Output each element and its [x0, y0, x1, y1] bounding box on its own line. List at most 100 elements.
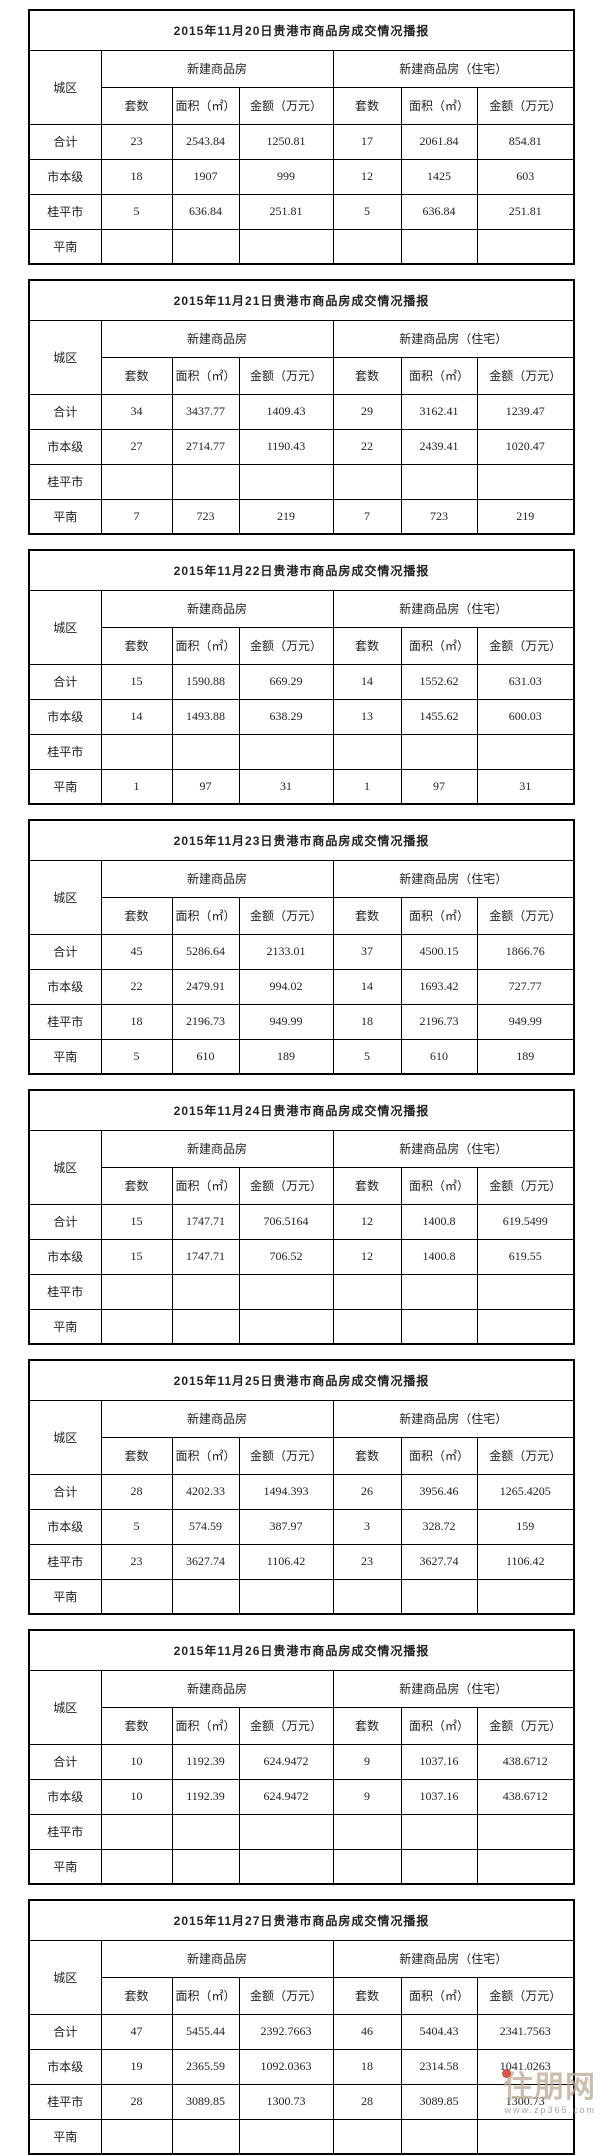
table-cell: 97: [400, 768, 478, 805]
column-header-units: 套数: [332, 1166, 402, 1205]
table-cell: 251.81: [476, 193, 575, 230]
district-label: 市本级: [28, 1508, 102, 1545]
table-cell: [476, 2118, 575, 2155]
table-cell: [400, 1813, 478, 1850]
column-header-amount: 金额（万元）: [476, 1706, 575, 1745]
table-cell: 1192.39: [171, 1778, 240, 1815]
table-cell: 1: [332, 768, 402, 805]
column-header-amount: 金额（万元）: [238, 626, 334, 665]
column-header-amount: 金额（万元）: [476, 896, 575, 935]
table-cell: 1092.0363: [238, 2048, 334, 2085]
table-cell: 189: [238, 1038, 334, 1075]
table-cell: [238, 733, 334, 770]
table-row: 市本级 5 574.59 387.97 3 328.72 159: [28, 1508, 575, 1545]
table-cell: 1552.62: [400, 663, 478, 700]
table-cell: 3162.41: [400, 393, 478, 430]
table-cell: 603: [476, 158, 575, 195]
district-label: 市本级: [28, 2048, 102, 2085]
table-cell: [332, 1813, 402, 1850]
table-cell: 23: [100, 1543, 173, 1580]
table-cell: 1106.42: [476, 1543, 575, 1580]
table-cell: 1190.43: [238, 428, 334, 465]
column-header-units: 套数: [332, 1976, 402, 2015]
district-label: 合计: [28, 663, 102, 700]
column-header-amount: 金额（万元）: [238, 356, 334, 395]
district-label: 平南: [28, 228, 102, 265]
table-cell: [332, 228, 402, 265]
table-cell: [332, 1308, 402, 1345]
column-header-units: 套数: [100, 1436, 173, 1475]
table-cell: 636.84: [171, 193, 240, 230]
column-group-commercial: 新建商品房: [100, 49, 334, 88]
table-cell: [400, 733, 478, 770]
table-cell: 5: [100, 1038, 173, 1075]
column-header-units: 套数: [332, 356, 402, 395]
column-header-units: 套数: [100, 896, 173, 935]
table-cell: 12: [332, 1238, 402, 1275]
column-header-amount: 金额（万元）: [238, 896, 334, 935]
table-cell: 3627.74: [171, 1543, 240, 1580]
table-cell: 31: [238, 768, 334, 805]
table-cell: 1747.71: [171, 1203, 240, 1240]
column-group-commercial: 新建商品房: [100, 1669, 334, 1708]
table-cell: 706.52: [238, 1238, 334, 1275]
table-cell: 600.03: [476, 698, 575, 735]
table-cell: 2133.01: [238, 933, 334, 970]
table-cell: 1866.76: [476, 933, 575, 970]
table-cell: [400, 1848, 478, 1885]
district-label: 桂平市: [28, 1003, 102, 1040]
column-group-commercial: 新建商品房: [100, 1399, 334, 1438]
table-cell: 3089.85: [171, 2083, 240, 2120]
table-cell: 5: [332, 193, 402, 230]
column-header-amount: 金额（万元）: [238, 86, 334, 125]
table-cell: 1425: [400, 158, 478, 195]
table-cell: [171, 1813, 240, 1850]
table-cell: [171, 2118, 240, 2155]
table-title: 2015年11月24日贵港市商品房成交情况播报: [28, 1089, 575, 1131]
district-label: 合计: [28, 1473, 102, 1510]
district-label: 市本级: [28, 698, 102, 735]
table-row: 桂平市: [28, 1813, 575, 1850]
table-cell: [171, 228, 240, 265]
table-cell: [100, 2118, 173, 2155]
table-cell: [100, 1308, 173, 1345]
table-cell: 854.81: [476, 123, 575, 160]
table-row: 市本级 15 1747.71 706.52 12 1400.8 619.55: [28, 1238, 575, 1275]
table-cell: 669.29: [238, 663, 334, 700]
table-cell: [332, 1848, 402, 1885]
table-cell: 45: [100, 933, 173, 970]
table-row: 市本级 10 1192.39 624.9472 9 1037.16 438.67…: [28, 1778, 575, 1815]
table-row: 桂平市: [28, 733, 575, 770]
table-row: 平南: [28, 1578, 575, 1615]
column-group-residential: 新建商品房（住宅）: [332, 1939, 575, 1978]
column-header-amount: 金额（万元）: [238, 1166, 334, 1205]
table-cell: 29: [332, 393, 402, 430]
table-cell: 438.6712: [476, 1743, 575, 1780]
column-header-amount: 金额（万元）: [238, 1706, 334, 1745]
district-label: 合计: [28, 123, 102, 160]
column-header-area: 面积（㎡）: [171, 1166, 240, 1205]
column-group-commercial: 新建商品房: [100, 589, 334, 628]
table-cell: 18: [332, 1003, 402, 1040]
district-label: 桂平市: [28, 463, 102, 500]
table-row: 合计 45 5286.64 2133.01 37 4500.15 1866.76: [28, 933, 575, 970]
district-label: 桂平市: [28, 1543, 102, 1580]
district-label: 平南: [28, 1038, 102, 1075]
column-header-amount: 金额（万元）: [476, 1166, 575, 1205]
daily-report-table: 2015年11月22日贵港市商品房成交情况播报 城区 新建商品房 新建商品房（住…: [28, 549, 576, 805]
district-label: 市本级: [28, 968, 102, 1005]
district-label: 市本级: [28, 428, 102, 465]
column-group-residential: 新建商品房（住宅）: [332, 49, 575, 88]
district-label: 合计: [28, 1743, 102, 1780]
table-cell: 706.5164: [238, 1203, 334, 1240]
table-cell: 5: [332, 1038, 402, 1075]
table-cell: [100, 463, 173, 500]
table-cell: 9: [332, 1778, 402, 1815]
table-cell: [476, 228, 575, 265]
district-label: 市本级: [28, 1778, 102, 1815]
table-cell: 14: [100, 698, 173, 735]
column-header-district: 城区: [28, 859, 102, 935]
table-row: 市本级 18 1907 999 12 1425 603: [28, 158, 575, 195]
table-cell: [100, 1848, 173, 1885]
table-cell: 18: [332, 2048, 402, 2085]
